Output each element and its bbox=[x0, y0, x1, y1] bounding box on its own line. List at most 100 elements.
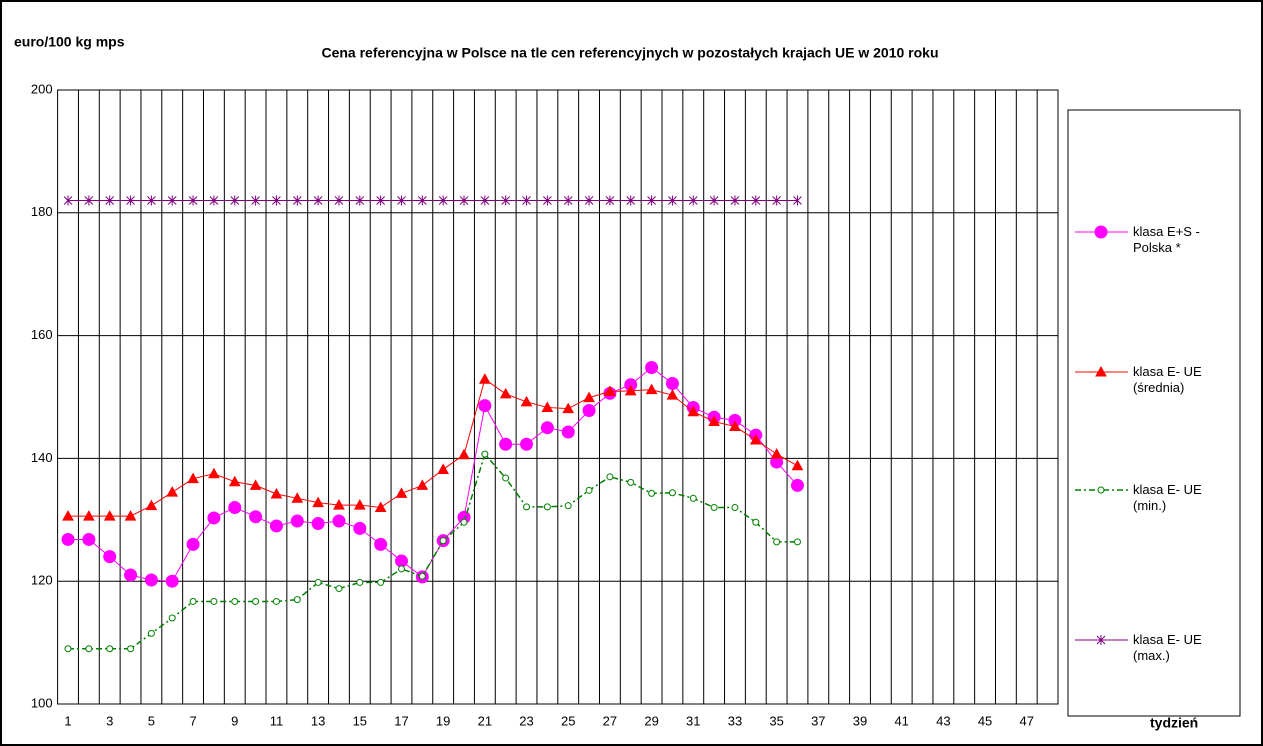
point bbox=[458, 448, 470, 460]
point bbox=[269, 519, 283, 533]
point bbox=[520, 395, 533, 407]
point bbox=[543, 195, 552, 206]
point bbox=[582, 404, 596, 418]
x-tick-label: 25 bbox=[561, 713, 575, 728]
point bbox=[501, 195, 511, 206]
point bbox=[82, 532, 96, 546]
point bbox=[293, 596, 301, 604]
point bbox=[334, 195, 344, 206]
x-tick-label: 23 bbox=[519, 713, 533, 728]
point bbox=[106, 645, 114, 653]
point bbox=[604, 385, 616, 396]
point bbox=[103, 510, 116, 521]
x-tick-label: 27 bbox=[603, 713, 617, 728]
x-tick-label: 19 bbox=[436, 713, 450, 728]
point bbox=[165, 574, 179, 588]
point bbox=[397, 195, 406, 206]
point bbox=[84, 195, 94, 206]
x-tick-label: 33 bbox=[728, 713, 742, 728]
point bbox=[168, 614, 176, 622]
x-tick-label: 47 bbox=[1020, 713, 1034, 728]
point bbox=[127, 645, 135, 653]
point bbox=[272, 597, 280, 605]
point bbox=[541, 401, 554, 412]
point bbox=[752, 518, 760, 526]
point bbox=[583, 391, 595, 403]
legend-label: klasa E- UE (średnia) bbox=[1133, 364, 1202, 395]
point bbox=[1095, 365, 1107, 377]
point bbox=[730, 195, 740, 206]
point bbox=[584, 195, 594, 206]
point bbox=[459, 195, 469, 206]
point bbox=[272, 195, 281, 206]
point bbox=[251, 195, 260, 206]
point bbox=[124, 510, 137, 521]
x-axis-label: tydzień bbox=[1150, 715, 1198, 731]
point bbox=[605, 195, 615, 206]
point bbox=[499, 387, 512, 399]
point bbox=[438, 195, 448, 206]
point bbox=[561, 425, 575, 439]
point bbox=[144, 573, 158, 587]
point bbox=[394, 554, 408, 568]
point bbox=[1096, 635, 1106, 645]
point bbox=[292, 195, 302, 206]
point bbox=[353, 499, 366, 510]
y-axis-label: euro/100 kg mps bbox=[14, 34, 125, 50]
point bbox=[209, 195, 219, 206]
legend-box bbox=[1067, 109, 1241, 717]
point bbox=[188, 195, 198, 206]
point bbox=[189, 597, 197, 605]
point bbox=[147, 195, 156, 206]
point bbox=[749, 433, 762, 445]
point bbox=[83, 510, 95, 521]
y-tick-label: 160 bbox=[31, 327, 53, 342]
series-line bbox=[68, 452, 798, 650]
x-tick-label: 9 bbox=[231, 713, 238, 728]
point bbox=[252, 597, 260, 605]
point bbox=[332, 514, 346, 528]
series bbox=[62, 373, 804, 521]
point bbox=[356, 578, 364, 586]
x-tick-label: 17 bbox=[394, 713, 408, 728]
legend-label: klasa E- UE (max.) bbox=[1133, 632, 1202, 663]
point bbox=[645, 361, 659, 375]
point bbox=[228, 501, 242, 515]
point bbox=[166, 486, 179, 497]
point bbox=[62, 510, 74, 521]
point bbox=[231, 597, 239, 605]
point bbox=[687, 405, 700, 417]
x-tick-label: 43 bbox=[936, 713, 950, 728]
point bbox=[314, 578, 322, 586]
legend-label: klasa E+S - Polska * bbox=[1133, 224, 1200, 255]
point bbox=[751, 195, 761, 206]
point bbox=[249, 479, 262, 490]
point bbox=[647, 195, 656, 206]
point bbox=[523, 503, 531, 511]
point bbox=[335, 585, 343, 593]
point bbox=[416, 479, 429, 490]
point bbox=[63, 195, 73, 206]
point bbox=[64, 645, 72, 653]
point bbox=[793, 195, 802, 206]
point bbox=[103, 550, 117, 564]
point bbox=[208, 467, 220, 479]
legend-label: klasa E- UE (min.) bbox=[1133, 482, 1202, 513]
x-tick-label: 3 bbox=[106, 713, 113, 728]
point bbox=[460, 518, 468, 526]
point bbox=[397, 565, 405, 573]
point bbox=[770, 448, 783, 459]
series bbox=[64, 450, 801, 653]
x-tick-label: 31 bbox=[686, 713, 700, 728]
point bbox=[668, 195, 677, 206]
point bbox=[499, 437, 513, 451]
point bbox=[479, 373, 491, 384]
y-tick-label: 100 bbox=[31, 695, 53, 710]
x-tick-label: 11 bbox=[270, 713, 284, 728]
y-tick-label: 180 bbox=[31, 204, 53, 219]
point bbox=[478, 399, 492, 413]
point bbox=[710, 504, 718, 512]
x-tick-label: 7 bbox=[189, 713, 196, 728]
point bbox=[689, 494, 697, 502]
